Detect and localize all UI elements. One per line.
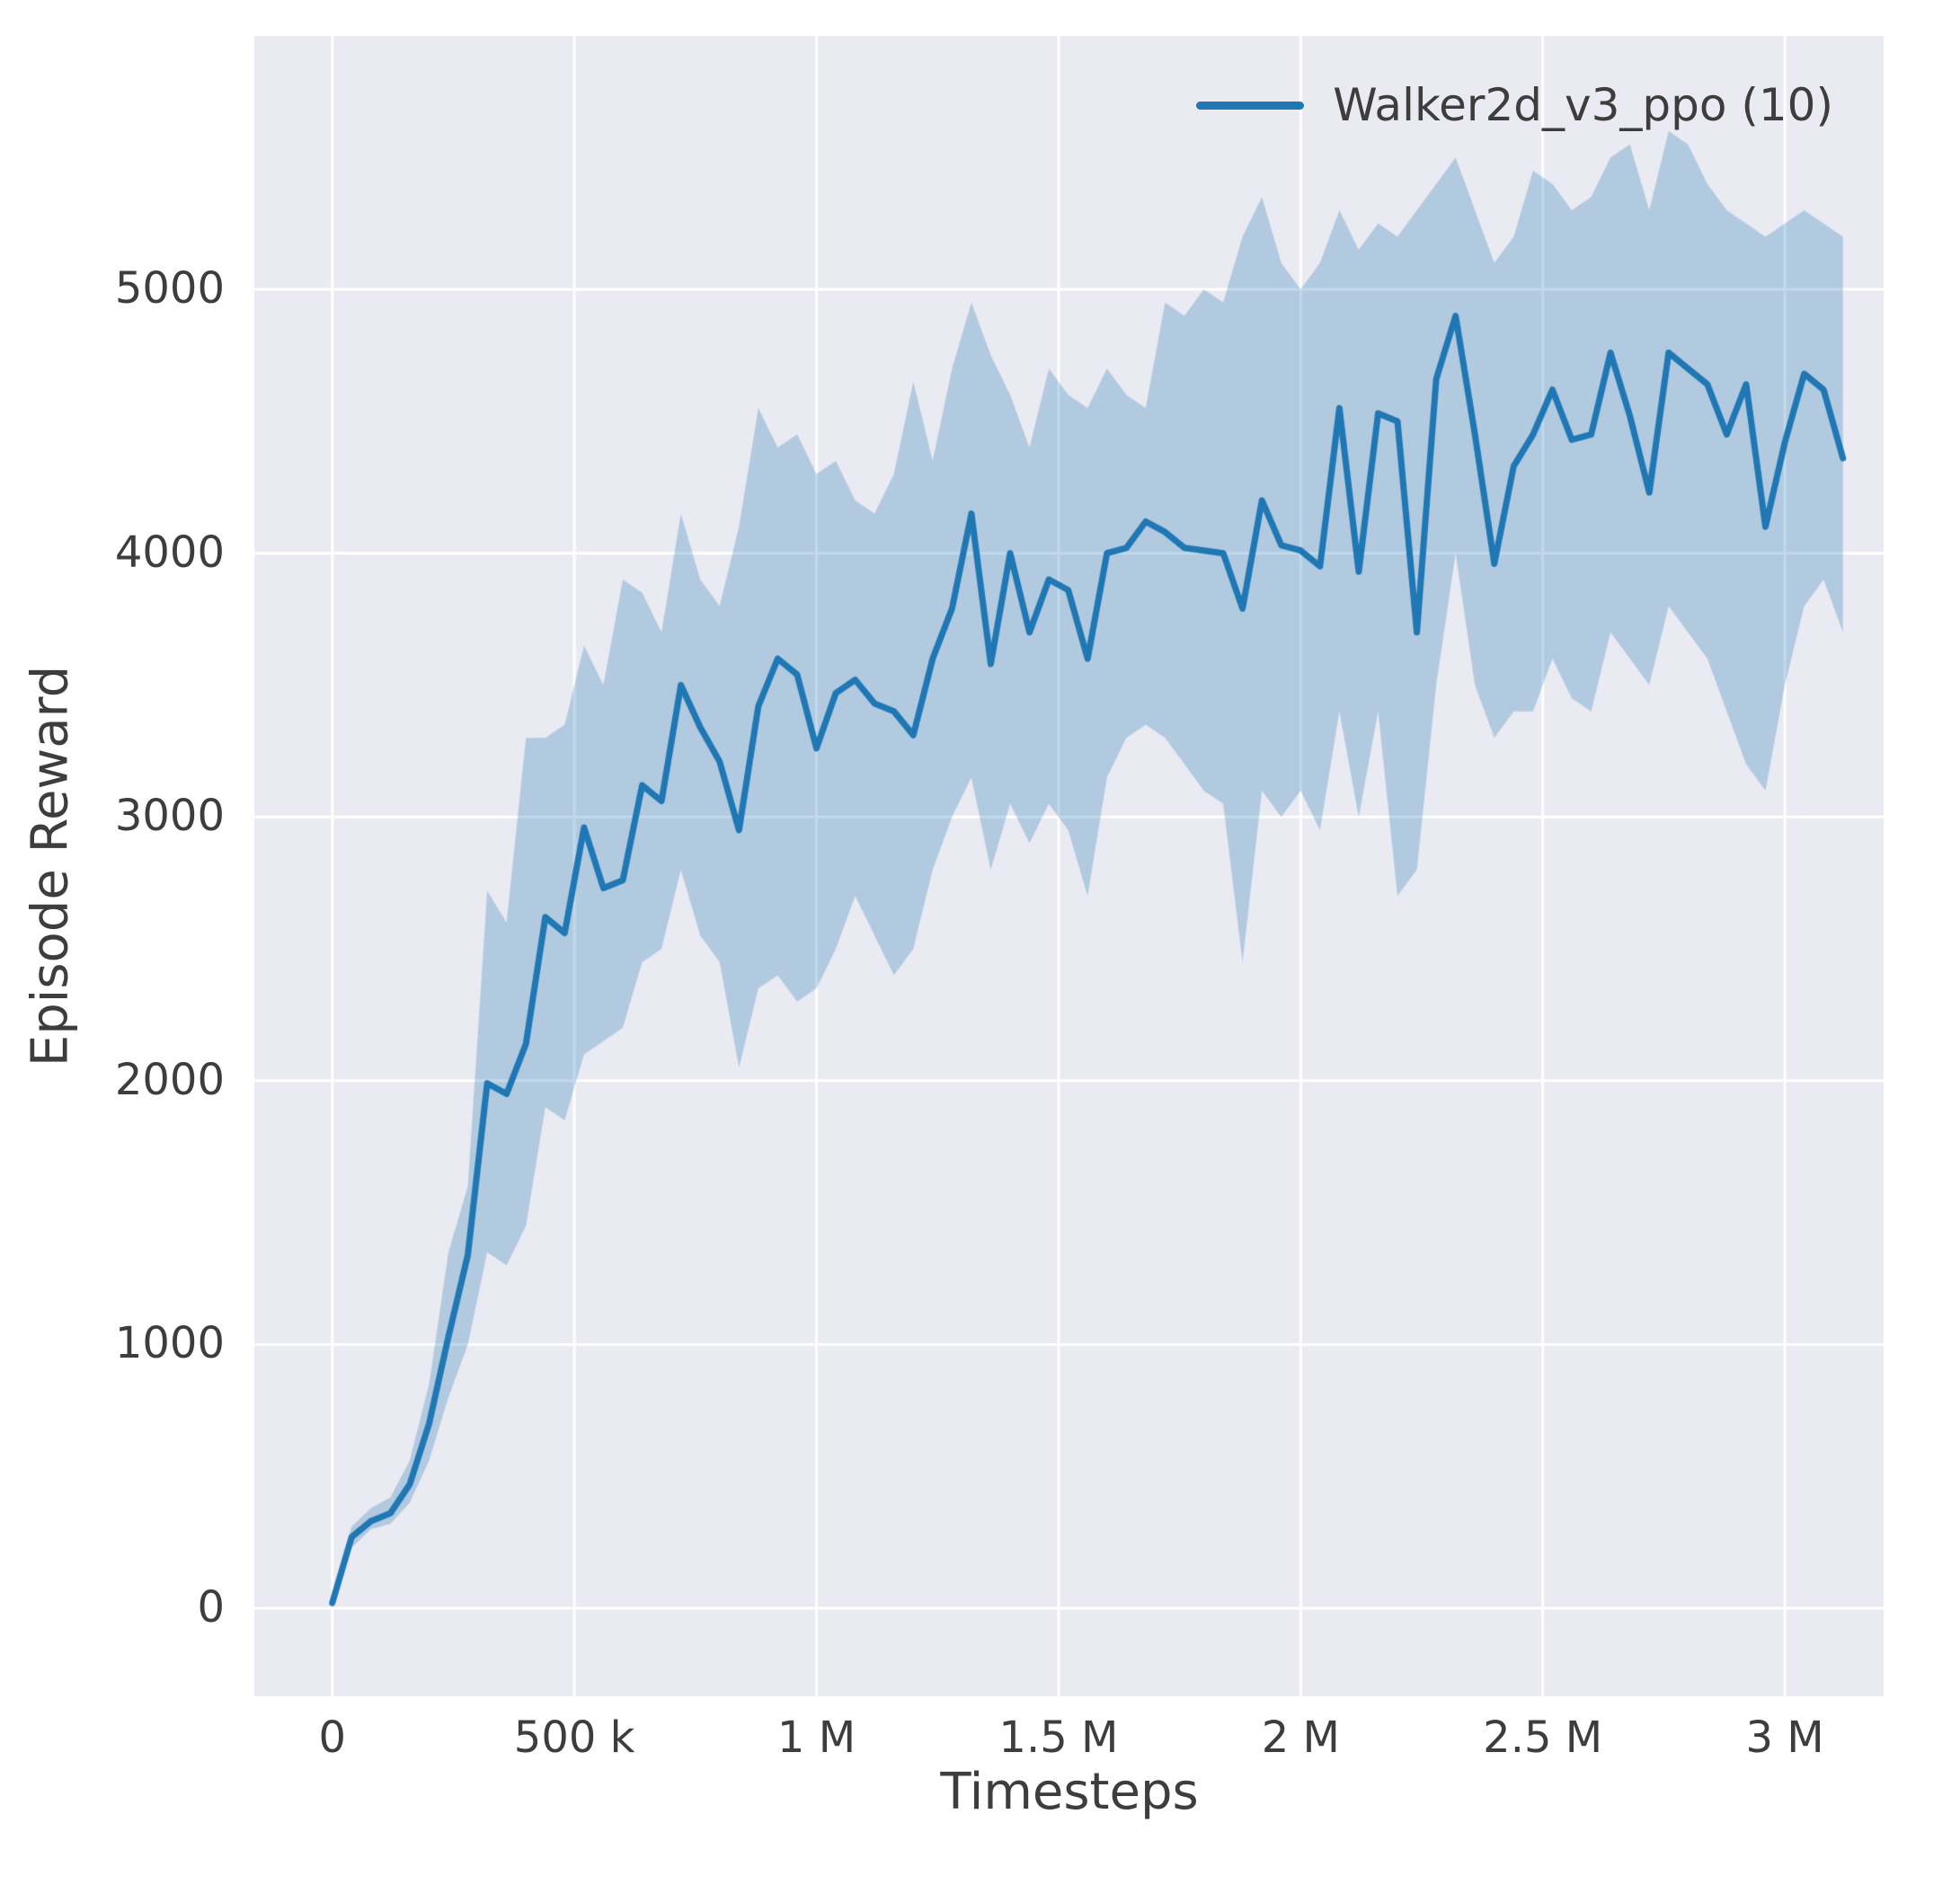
y-tick-label: 4000: [114, 527, 225, 578]
legend-label: Walker2d_v3_ppo (10): [1333, 79, 1833, 131]
y-tick-label: 2000: [114, 1054, 225, 1105]
x-tick-label: 1.5 M: [998, 1712, 1119, 1763]
plot-area: Walker2d_v3_ppo (10): [254, 36, 1884, 1696]
x-tick-label: 0: [318, 1712, 347, 1763]
x-axis-label: Timesteps: [940, 1763, 1199, 1821]
y-tick-label: 5000: [114, 262, 225, 314]
y-tick-label: 0: [197, 1581, 225, 1633]
x-tick-label: 500 k: [513, 1712, 635, 1763]
legend: Walker2d_v3_ppo (10): [1196, 79, 1833, 131]
x-tick-label: 3 M: [1745, 1712, 1824, 1763]
y-axis-label: Episode Reward: [21, 665, 80, 1067]
x-tick-label: 2 M: [1261, 1712, 1340, 1763]
y-tick-label: 3000: [114, 791, 225, 842]
legend-line-swatch: [1196, 101, 1305, 110]
x-tick-label: 2.5 M: [1483, 1712, 1603, 1763]
x-tick-label: 1 M: [776, 1712, 856, 1763]
y-tick-label: 1000: [114, 1318, 225, 1369]
reward-curve-canvas: [254, 36, 1884, 1696]
